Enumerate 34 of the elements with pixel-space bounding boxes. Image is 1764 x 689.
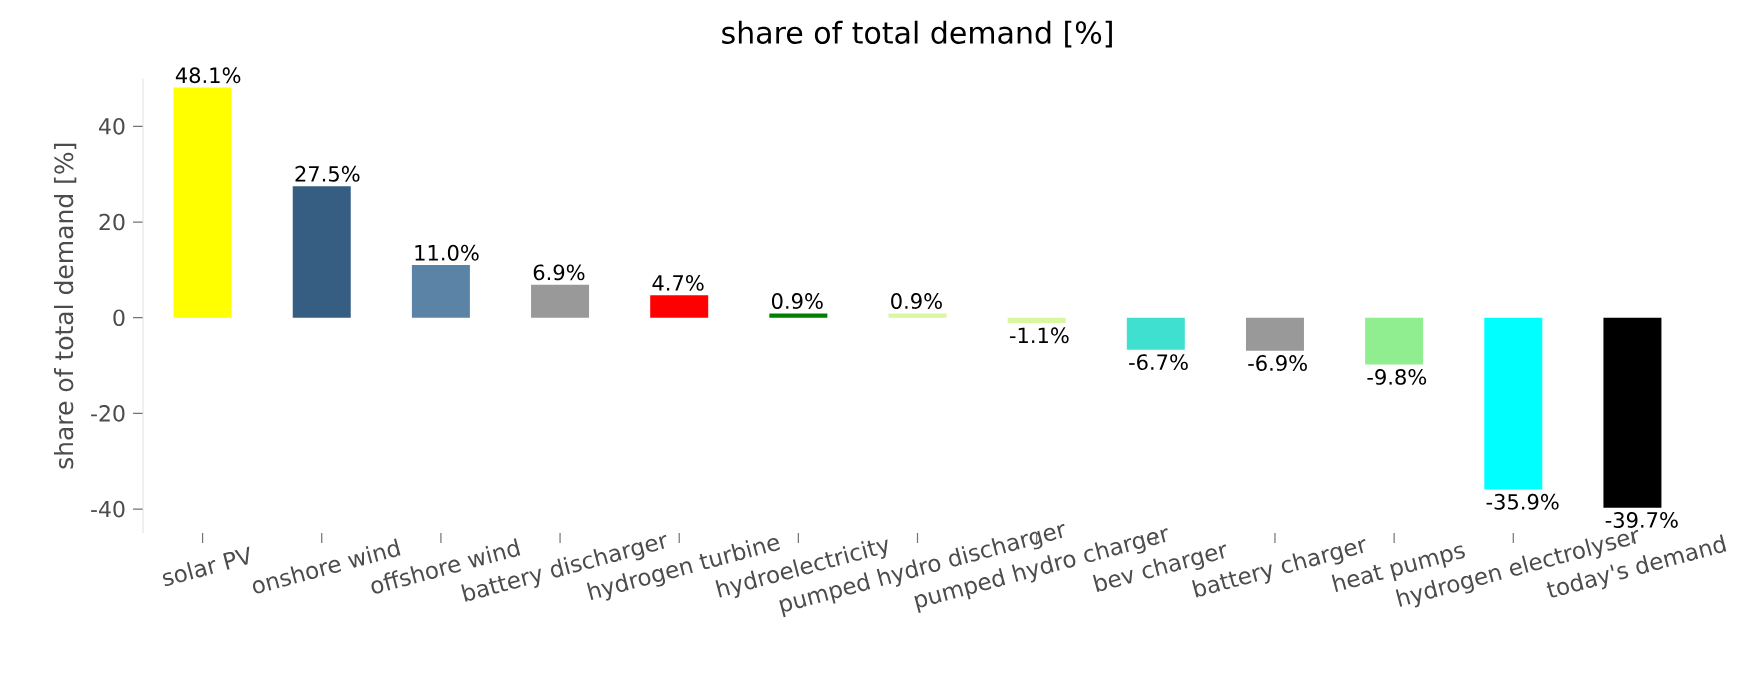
bar xyxy=(650,295,709,318)
data-label: -1.1% xyxy=(1009,327,1069,344)
y-tick-label: 40 xyxy=(99,118,125,135)
bar xyxy=(1365,317,1424,365)
data-label: -6.9% xyxy=(1248,355,1307,371)
bar xyxy=(1603,317,1662,508)
data-label: -6.7% xyxy=(1129,354,1188,371)
data-label: 6.9% xyxy=(533,264,585,281)
y-axis-title: share of total demand [%] xyxy=(53,143,77,469)
data-label: 27.5% xyxy=(295,165,360,182)
bar xyxy=(888,313,947,318)
data-label: -9.8% xyxy=(1367,368,1427,385)
data-label: 11.0% xyxy=(415,244,479,261)
y-tick-label: -20 xyxy=(91,405,125,422)
bar xyxy=(531,284,590,318)
data-label: -35.9% xyxy=(1486,493,1559,510)
bar xyxy=(769,313,828,318)
bar xyxy=(1484,317,1543,490)
bar xyxy=(1007,317,1066,323)
x-tick-label: solar PV xyxy=(162,546,250,586)
data-label: -39.7% xyxy=(1605,512,1678,528)
data-label: 0.9% xyxy=(771,293,823,309)
y-tick-label: -40 xyxy=(91,500,125,518)
bar xyxy=(411,265,470,318)
bar xyxy=(1126,317,1185,350)
bar xyxy=(292,186,351,318)
bar xyxy=(173,87,232,318)
data-label: 0.9% xyxy=(891,293,942,309)
y-tick-label: 20 xyxy=(99,213,125,231)
chart-title: share of total demand [%] xyxy=(722,20,1112,48)
bar xyxy=(1245,317,1304,351)
y-tick-label: 0 xyxy=(113,309,125,327)
data-label: 48.1% xyxy=(175,67,241,84)
data-label: 4.7% xyxy=(652,274,704,291)
